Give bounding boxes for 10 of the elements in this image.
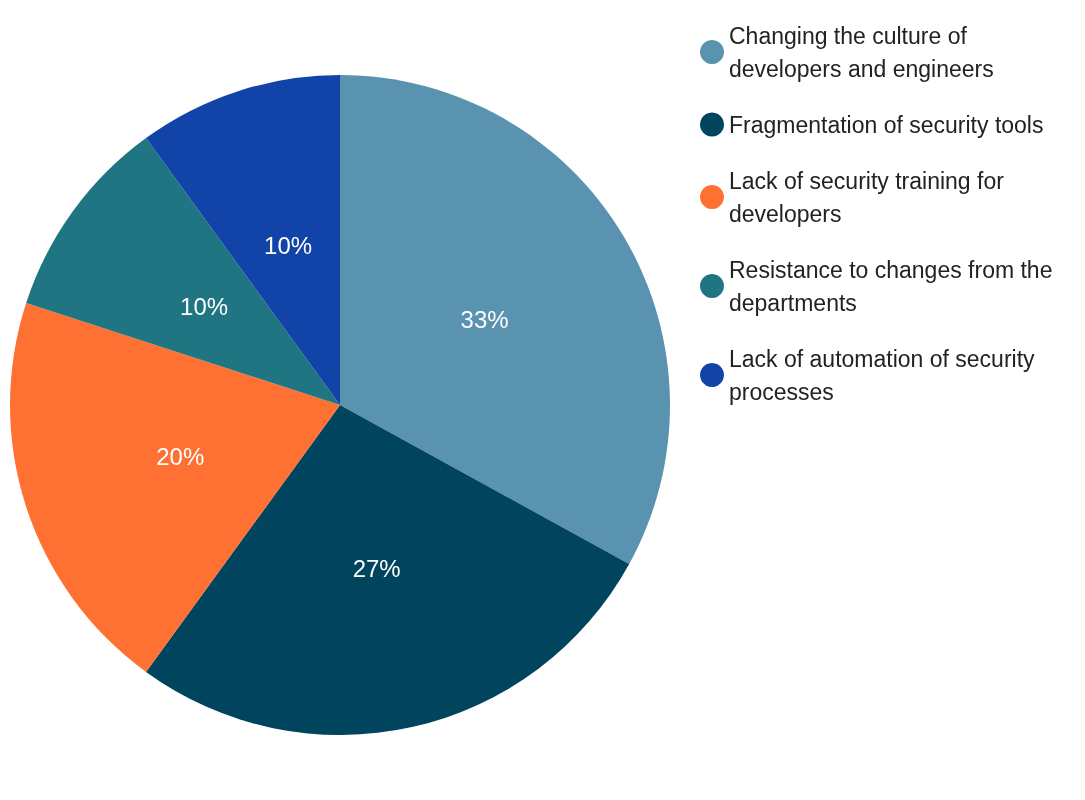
legend-label: Lack of security training for developers <box>729 167 1011 227</box>
legend-label: Resistance to changes from the departments <box>729 256 1059 316</box>
data-label: 10% <box>180 292 229 320</box>
legend-label: Changing the culture of developers and engineers <box>729 22 994 82</box>
data-label: 10% <box>264 231 313 259</box>
legend-label: Lack of automation of security processes <box>729 345 1041 405</box>
legend-label: Fragmentation of security tools <box>729 111 1044 138</box>
data-label: 20% <box>156 443 205 471</box>
data-label: 27% <box>352 555 401 583</box>
data-label: 33% <box>460 305 509 333</box>
